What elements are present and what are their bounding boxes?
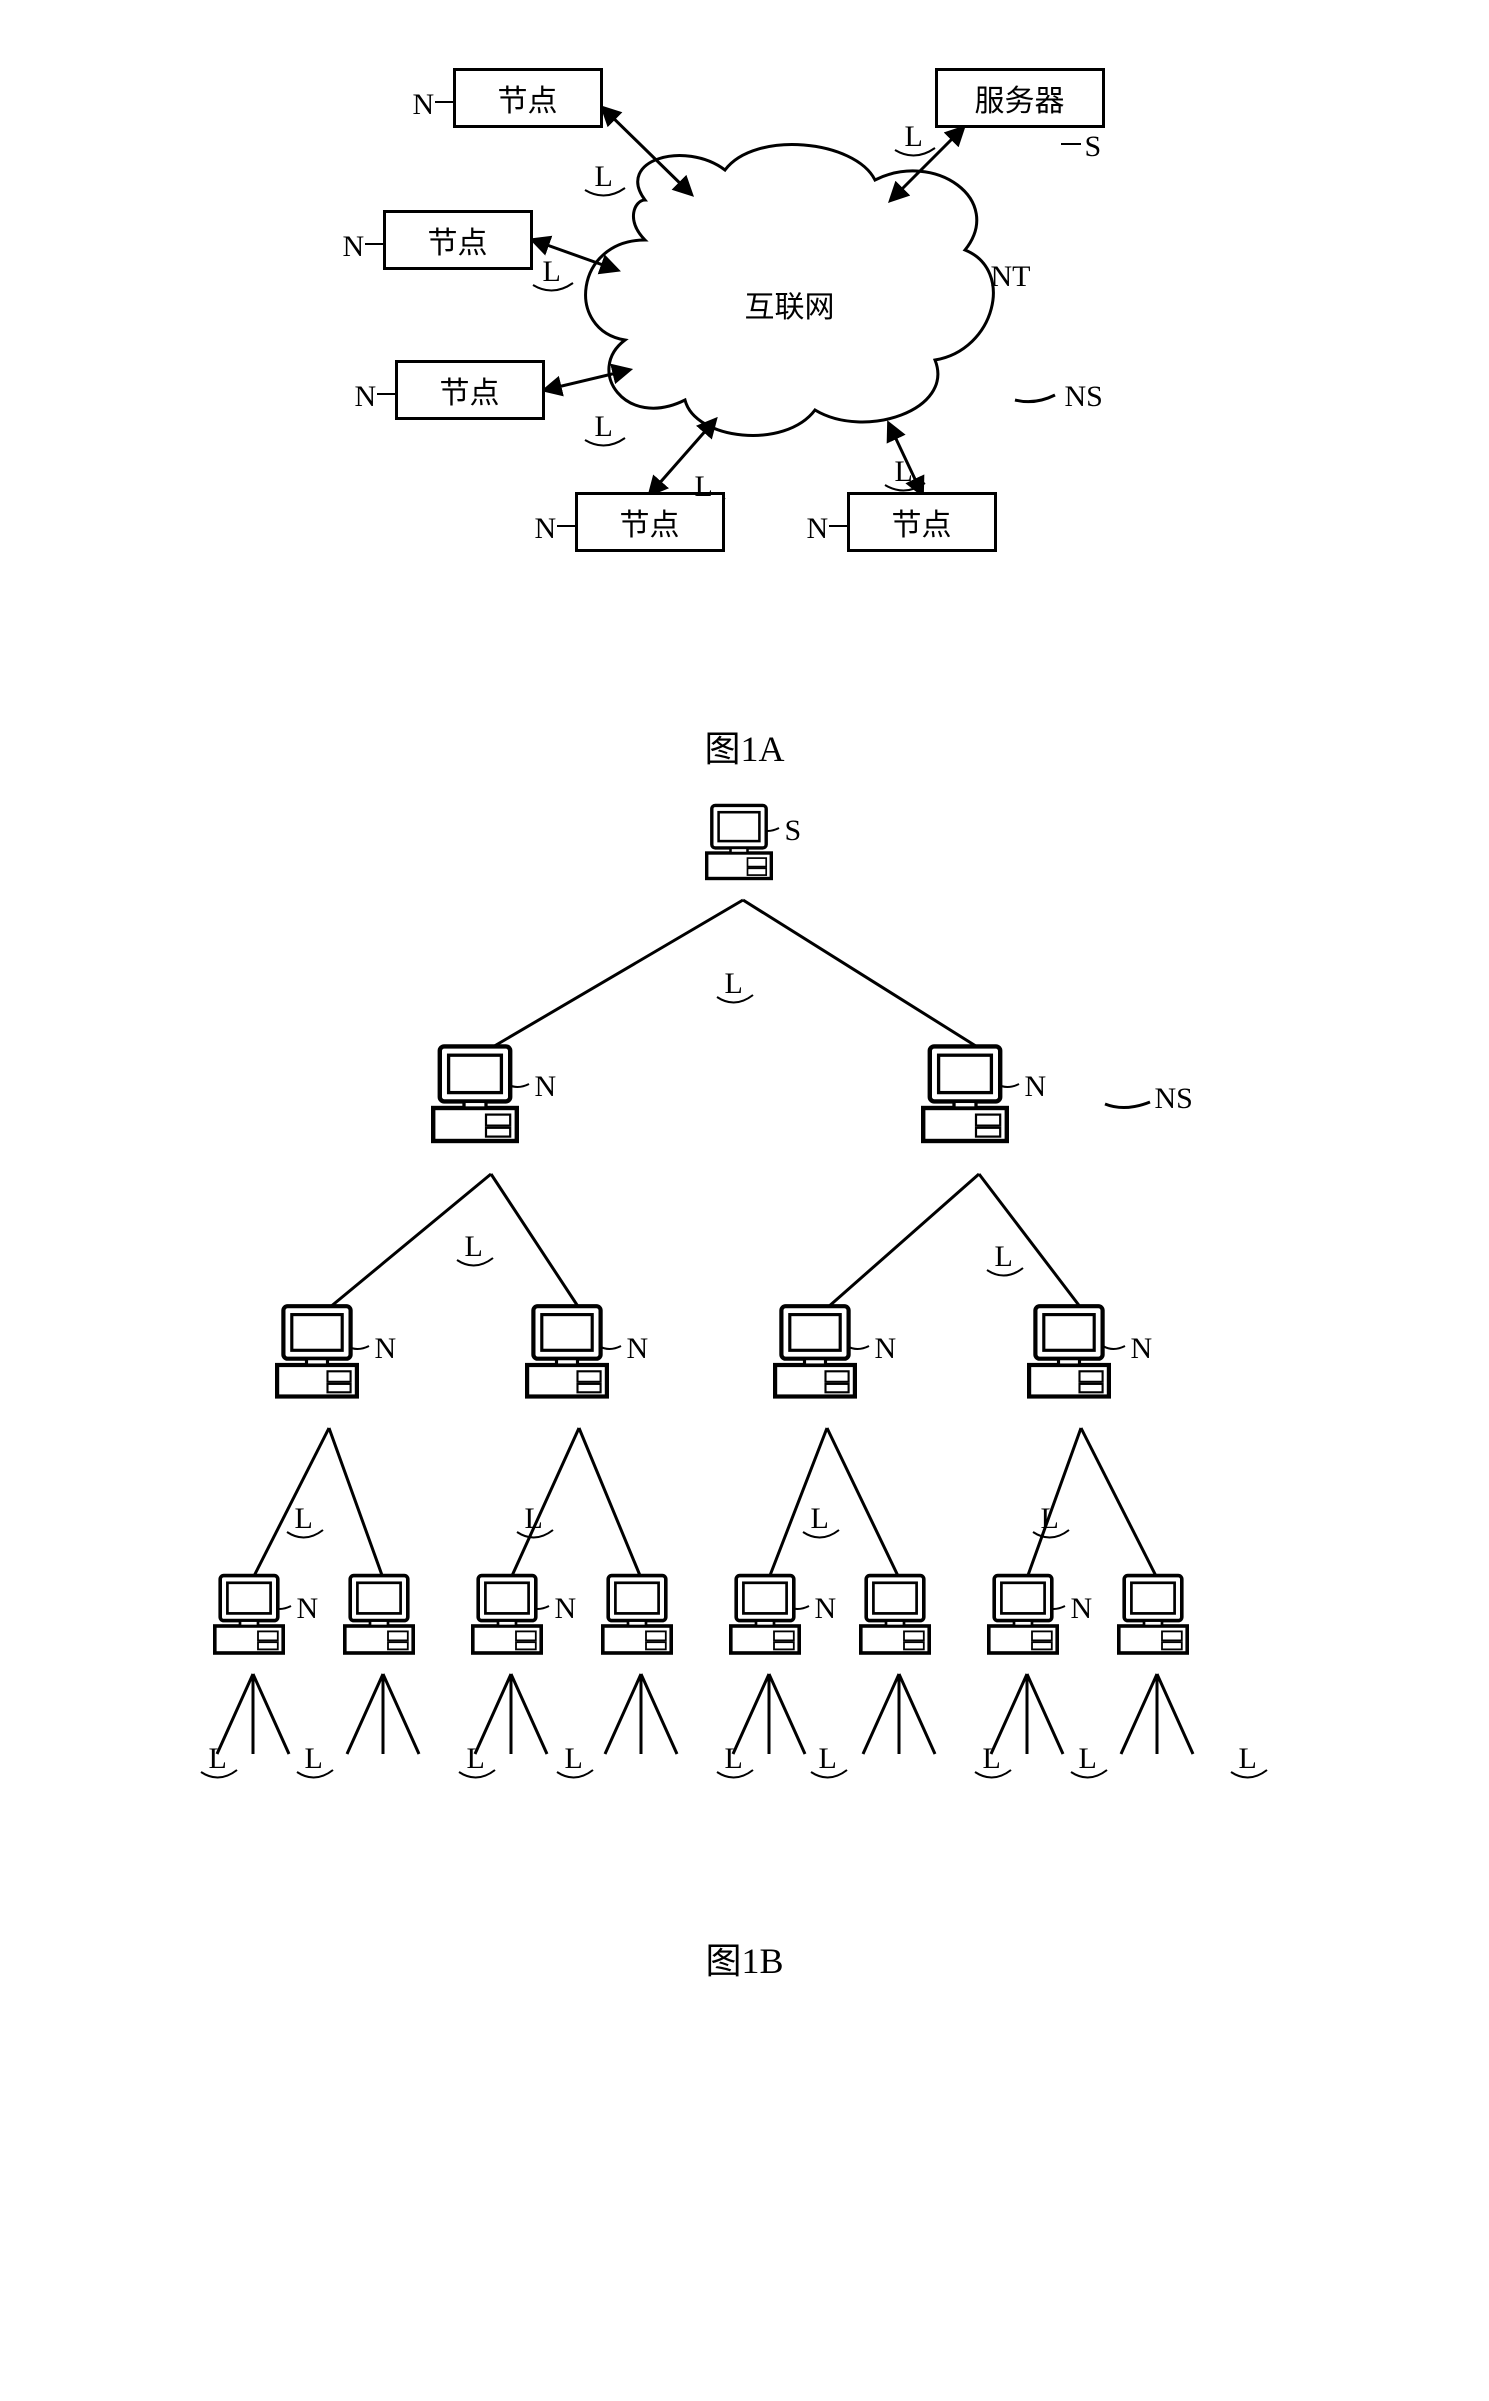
server-box: 服务器 <box>935 68 1105 128</box>
node-computer-icon <box>525 1302 609 1408</box>
figure-1b-caption: 图1B <box>40 1932 1449 1984</box>
cloud-label: 互联网 <box>745 282 835 326</box>
ref-label: N <box>355 380 377 414</box>
ref-label: L <box>467 1742 485 1776</box>
ref-label: L <box>565 1742 583 1776</box>
node-computer-icon <box>471 1572 543 1663</box>
ref-label: L <box>695 470 713 504</box>
ref-label: L <box>725 967 743 1001</box>
node-computer-icon <box>987 1572 1059 1663</box>
ref-label: L <box>905 120 923 154</box>
node-computer-icon <box>431 1042 519 1153</box>
ref-label: L <box>465 1230 483 1264</box>
ref-label: L <box>295 1502 313 1536</box>
node-computer-icon <box>213 1572 285 1663</box>
ref-label: N <box>1071 1592 1093 1626</box>
ref-label: N <box>807 512 829 546</box>
node-computer-icon <box>1027 1302 1111 1408</box>
figure-1a-svg <box>295 40 1195 660</box>
ref-label: NS <box>1065 380 1103 414</box>
ref-label: L <box>1079 1742 1097 1776</box>
ref-label: L <box>819 1742 837 1776</box>
ref-label: N <box>413 88 435 122</box>
ref-label: NS <box>1155 1082 1193 1116</box>
box-label: 节点 <box>498 76 558 120</box>
ref-label: N <box>875 1332 897 1366</box>
figure-1a-caption: 图1A <box>40 720 1449 772</box>
server-computer-icon <box>705 802 773 889</box>
ref-label: L <box>811 1502 829 1536</box>
node-computer-icon <box>921 1042 1009 1153</box>
box-label: 节点 <box>440 368 500 412</box>
ref-label: L <box>895 455 913 489</box>
node-computer-icon <box>343 1572 415 1663</box>
ref-label: N <box>535 512 557 546</box>
ref-label: L <box>305 1742 323 1776</box>
node-computer-icon <box>1117 1572 1189 1663</box>
node-computer-icon <box>275 1302 359 1408</box>
node-box: 节点 <box>453 68 603 128</box>
ref-label: S <box>785 814 802 848</box>
node-computer-icon <box>729 1572 801 1663</box>
figure-1b: S L N N NS L L N N N N L L L L N N N N L L L L L L L L L <box>195 772 1295 1872</box>
ref-label: N <box>627 1332 649 1366</box>
node-computer-icon <box>773 1302 857 1408</box>
node-computer-icon <box>859 1572 931 1663</box>
ref-label: L <box>525 1502 543 1536</box>
ref-label: N <box>535 1070 557 1104</box>
ref-label: L <box>725 1742 743 1776</box>
node-computer-icon <box>601 1572 673 1663</box>
ref-label: N <box>297 1592 319 1626</box>
ref-label: L <box>1239 1742 1257 1776</box>
box-label: 节点 <box>892 500 952 544</box>
node-box: 节点 <box>395 360 545 420</box>
ref-label: S <box>1085 130 1102 164</box>
ref-label: L <box>995 1240 1013 1274</box>
ref-label: L <box>595 410 613 444</box>
ref-label: N <box>1131 1332 1153 1366</box>
ref-label: N <box>555 1592 577 1626</box>
ref-label: L <box>595 160 613 194</box>
box-label: 节点 <box>428 218 488 262</box>
box-label: 节点 <box>620 500 680 544</box>
ref-label: N <box>343 230 365 264</box>
node-box: 节点 <box>847 492 997 552</box>
node-box: 节点 <box>383 210 533 270</box>
figure-1b-svg <box>195 772 1295 1872</box>
ref-label: N <box>375 1332 397 1366</box>
ref-label: N <box>815 1592 837 1626</box>
ref-label: L <box>983 1742 1001 1776</box>
ref-label: N <box>1025 1070 1047 1104</box>
ref-label: L <box>1041 1502 1059 1536</box>
ref-label: NT <box>991 260 1031 294</box>
box-label: 服务器 <box>975 76 1065 120</box>
figure-1a: 互联网 节点节点节点节点节点服务器 LLLLLLNNNNNSNTNS <box>295 40 1195 660</box>
ref-label: L <box>543 255 561 289</box>
ref-label: L <box>209 1742 227 1776</box>
